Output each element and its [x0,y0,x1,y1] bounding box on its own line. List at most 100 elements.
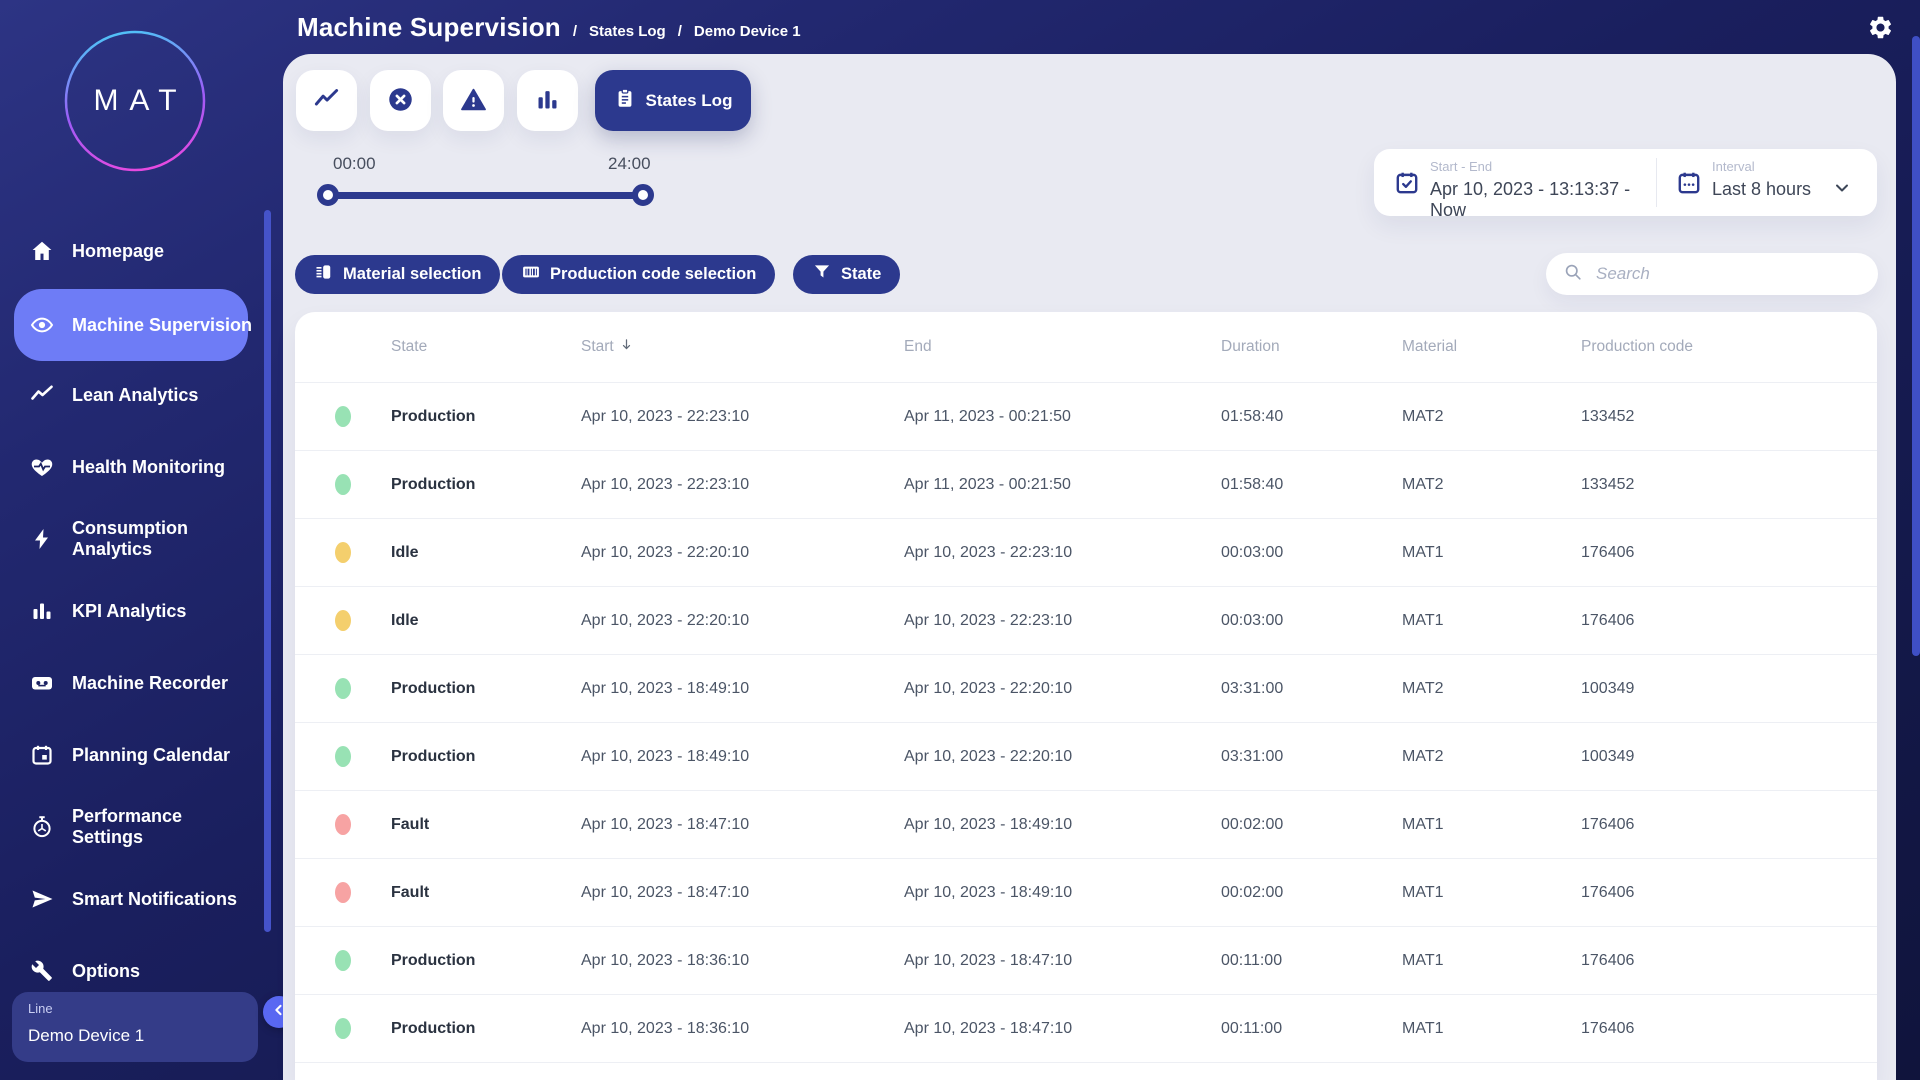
cell-production-code: 176406 [1581,611,1635,629]
cell-state: Idle [391,611,419,629]
material-icon [314,262,334,287]
table-row[interactable]: Production Apr 10, 2023 - 18:49:10 Apr 1… [295,655,1877,723]
slider-start-label: 00:00 [333,154,376,173]
sidebar-item-planning-calendar[interactable]: Planning Calendar [0,719,260,791]
column-header-end[interactable]: End [904,338,932,355]
table-row[interactable]: Idle Apr 10, 2023 - 22:20:10 Apr 10, 202… [295,587,1877,655]
cell-start: Apr 10, 2023 - 18:49:10 [581,679,750,697]
settings-gear-icon[interactable] [1867,14,1894,41]
table-row[interactable]: Production Apr 10, 2023 - 18:36:10 Apr 1… [295,995,1877,1063]
material-selection-button[interactable]: Material selection [295,255,501,294]
cell-duration: 03:31:00 [1221,747,1284,765]
device-selector-card[interactable]: Line Demo Device 1 [12,992,258,1062]
cell-material: MAT2 [1402,747,1444,765]
sidebar-item-machine-recorder[interactable]: Machine Recorder [0,647,260,719]
cell-duration: 00:11:00 [1221,951,1283,969]
search-input[interactable] [1594,263,1864,285]
cell-duration: 00:02:00 [1221,815,1284,833]
date-range-card: Start - End Apr 10, 2023 - 13:13:37 - No… [1374,149,1877,220]
cell-material: MAT2 [1402,679,1444,697]
sidebar-item-consumption-analytics[interactable]: Consumption Analytics [0,503,260,575]
bar-chart-icon [30,599,54,623]
cell-start: Apr 10, 2023 - 18:36:10 [581,1019,750,1037]
cell-start: Apr 10, 2023 - 18:47:10 [581,815,750,833]
start-end-picker[interactable]: Start - End Apr 10, 2023 - 13:13:37 - No… [1374,149,1656,220]
sidebar-item-machine-supervision[interactable]: Machine Supervision [14,289,252,361]
breadcrumb-demo-device[interactable]: Demo Device 1 [693,22,801,40]
tab-warnings-view[interactable] [443,70,504,131]
cell-duration: 00:03:00 [1221,611,1284,629]
cell-production-code: 176406 [1581,815,1635,833]
cell-end: Apr 11, 2023 - 00:21:50 [904,407,1071,425]
cell-start: Apr 10, 2023 - 18:36:10 [581,951,750,969]
cell-production-code: 176406 [1581,1019,1635,1037]
cell-duration: 00:03:00 [1221,543,1284,561]
breadcrumb-states-log[interactable]: States Log [589,22,666,40]
cell-material: MAT1 [1402,611,1444,629]
table-row[interactable]: Production Apr 10, 2023 - 18:36:10 Apr 1… [295,927,1877,995]
cell-production-code: 100349 [1581,679,1635,697]
cell-start: Apr 10, 2023 - 22:20:10 [581,611,750,629]
interval-label: Interval [1712,159,1755,174]
brand-logo: MAT [63,29,207,173]
sidebar-item-lean-analytics[interactable]: Lean Analytics [0,359,260,431]
send-icon [30,887,54,911]
warning-triangle-icon [460,86,487,116]
tab-faults-view[interactable] [370,70,431,131]
tab-kpi-view[interactable] [517,70,578,131]
state-dot-icon [335,542,351,563]
column-header-production-code[interactable]: Production code [1581,338,1694,355]
page-scrollbar[interactable] [1912,36,1920,656]
time-slider-handle-start[interactable] [317,184,339,206]
column-header-duration[interactable]: Duration [1221,338,1280,355]
interval-select[interactable]: Interval Last 8 hours [1657,149,1877,216]
production-code-selection-button[interactable]: Production code selection [502,255,776,294]
barcode-icon [521,262,541,287]
time-slider-handle-end[interactable] [632,184,654,206]
eye-icon [30,313,54,337]
logo-text: MAT [93,84,188,117]
table-row[interactable]: Production Apr 10, 2023 - 18:49:10 Apr 1… [295,723,1877,791]
column-header-start[interactable]: Start [581,337,904,357]
cell-end: Apr 10, 2023 - 22:23:10 [904,611,1073,629]
table-row[interactable]: Fault Apr 10, 2023 - 18:47:10 Apr 10, 20… [295,791,1877,859]
cell-start: Apr 10, 2023 - 22:23:10 [581,475,750,493]
cell-duration: 01:58:40 [1221,475,1284,493]
bolt-icon [30,527,54,551]
sidebar-scrollbar[interactable] [264,210,271,932]
state-dot-icon [335,746,351,767]
cell-duration: 00:11:00 [1221,1019,1283,1037]
cell-start: Apr 10, 2023 - 18:47:10 [581,883,750,901]
cell-end: Apr 10, 2023 - 18:47:10 [904,1019,1073,1037]
time-slider-track[interactable] [328,192,643,199]
clipboard-icon [614,87,636,114]
tab-trend-view[interactable] [296,70,357,131]
sidebar-item-kpi-analytics[interactable]: KPI Analytics [0,575,260,647]
cell-production-code: 176406 [1581,883,1635,901]
trend-icon [30,383,54,407]
cell-state: Idle [391,543,419,561]
sidebar-item-options[interactable]: Options [0,935,260,1007]
table-row[interactable]: Production Apr 10, 2023 - 22:23:10 Apr 1… [295,451,1877,519]
table-row[interactable]: Production Apr 10, 2023 - 22:23:10 Apr 1… [295,383,1877,451]
state-dot-icon [335,610,351,631]
sidebar-item-smart-notifications[interactable]: Smart Notifications [0,863,260,935]
sidebar-item-homepage[interactable]: Homepage [0,215,260,287]
column-header-state[interactable]: State [391,338,428,355]
table-row[interactable]: Fault Apr 10, 2023 - 18:47:10 Apr 10, 20… [295,859,1877,927]
table-row[interactable]: Idle Apr 10, 2023 - 22:20:10 Apr 10, 202… [295,519,1877,587]
cell-end: Apr 10, 2023 - 22:23:10 [904,543,1073,561]
tab-states-log[interactable]: States Log [595,70,751,131]
cell-start: Apr 10, 2023 - 18:49:10 [581,747,750,765]
cell-duration: 03:31:00 [1221,679,1284,697]
state-filter-button[interactable]: State [793,255,901,294]
cell-state: Production [391,475,476,493]
slider-end-label: 24:00 [608,154,651,173]
material-selection-label: Material selection [343,265,482,283]
column-header-material[interactable]: Material [1402,338,1458,355]
state-dot-icon [335,406,351,427]
sidebar-item-performance-settings[interactable]: Performance Settings [0,791,260,863]
cell-material: MAT1 [1402,883,1444,901]
cell-state: Production [391,951,476,969]
sidebar-item-health-monitoring[interactable]: Health Monitoring [0,431,260,503]
